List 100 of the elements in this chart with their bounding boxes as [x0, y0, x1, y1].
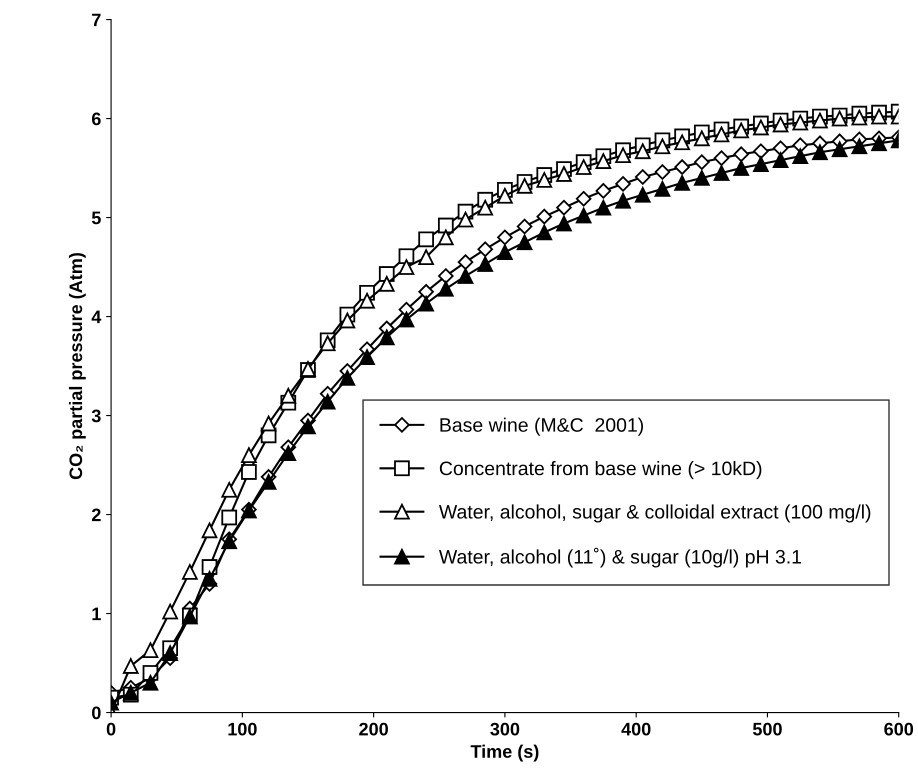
point: [556, 216, 572, 232]
point: [615, 176, 631, 192]
point: [576, 190, 592, 207]
point: [497, 244, 513, 260]
point: [694, 130, 710, 146]
point: [221, 510, 238, 526]
point: [654, 138, 670, 154]
point: [122, 658, 139, 674]
point: [812, 112, 828, 128]
y-tick-label: 0: [92, 706, 101, 720]
point: [280, 388, 296, 404]
point: [714, 165, 730, 181]
point: [576, 208, 592, 224]
point: [634, 143, 651, 160]
point: [733, 122, 750, 138]
x-tick-label: 600: [884, 722, 914, 736]
point: [458, 254, 474, 270]
point: [516, 178, 532, 194]
point: [241, 464, 257, 480]
point: [871, 108, 887, 124]
point: [438, 230, 454, 246]
point: [753, 120, 769, 136]
y-tick-label: 3: [92, 409, 101, 422]
point: [182, 564, 198, 580]
point: [260, 416, 276, 432]
point: [694, 170, 710, 186]
point: [516, 234, 532, 250]
y-tick-label: 6: [92, 112, 101, 126]
point: [497, 230, 513, 246]
x-tick-label: 0: [106, 722, 116, 736]
y-tick-label: 4: [92, 310, 102, 324]
point: [714, 150, 730, 166]
x-tick-label: 200: [359, 722, 388, 736]
point: [714, 126, 730, 142]
point: [596, 200, 612, 216]
point: [359, 349, 375, 365]
point: [497, 188, 513, 204]
y-axis-title: CO₂ partial pressure (Atm): [68, 253, 86, 480]
point: [398, 259, 414, 275]
point: [556, 200, 572, 216]
legend-label: Water, alcohol (11˚) & sugar (10g/l) pH 3.1: [438, 548, 802, 568]
point: [772, 116, 788, 132]
point: [753, 143, 769, 160]
point: [438, 268, 454, 284]
point: [418, 231, 434, 248]
point: [792, 138, 808, 154]
point: [654, 164, 670, 180]
point: [634, 186, 651, 203]
y-tick-label: 7: [92, 14, 101, 26]
legend-label: Base wine (M&C 2001): [440, 418, 644, 436]
point: [733, 160, 750, 176]
point: [536, 208, 552, 224]
point: [674, 159, 690, 175]
point: [418, 249, 434, 266]
point: [536, 172, 552, 188]
point: [832, 110, 848, 126]
point: [398, 248, 414, 264]
x-tick-label: 500: [752, 722, 782, 736]
point: [320, 335, 336, 352]
point: [615, 147, 631, 164]
y-tick-label: 2: [92, 508, 101, 522]
point: [576, 159, 592, 175]
point: [458, 268, 474, 284]
point: [654, 181, 670, 197]
point: [477, 241, 493, 258]
point: [438, 218, 454, 234]
point: [694, 154, 710, 170]
point: [477, 200, 494, 216]
point: [772, 152, 788, 168]
point: [340, 370, 356, 386]
point: [162, 604, 178, 620]
point: [300, 418, 316, 434]
point: [674, 175, 690, 191]
point: [536, 224, 552, 240]
point: [142, 642, 158, 658]
point: [260, 474, 276, 490]
point: [418, 296, 434, 312]
point: [832, 141, 848, 158]
point: [753, 156, 769, 172]
point: [438, 280, 454, 297]
legend-label: Water, alcohol, sugar & colloidal extract (100 mg/l): [438, 504, 870, 523]
point: [477, 256, 494, 272]
x-axis-title: Time (s): [470, 744, 538, 762]
x-tick-label: 100: [228, 722, 257, 736]
y-tick-label: 1: [92, 608, 101, 620]
point: [340, 312, 356, 328]
point: [241, 447, 257, 463]
legend-label: Concentrate from base wine (> 10kD): [440, 460, 762, 480]
point: [772, 140, 788, 156]
point: [280, 445, 296, 462]
point: [871, 135, 887, 152]
point: [320, 394, 336, 410]
point: [378, 276, 395, 292]
point: [792, 148, 808, 164]
point: [556, 166, 572, 182]
point: [812, 144, 828, 160]
point: [596, 183, 612, 199]
point: [162, 645, 178, 661]
x-tick-label: 300: [490, 722, 520, 736]
point: [202, 571, 218, 587]
